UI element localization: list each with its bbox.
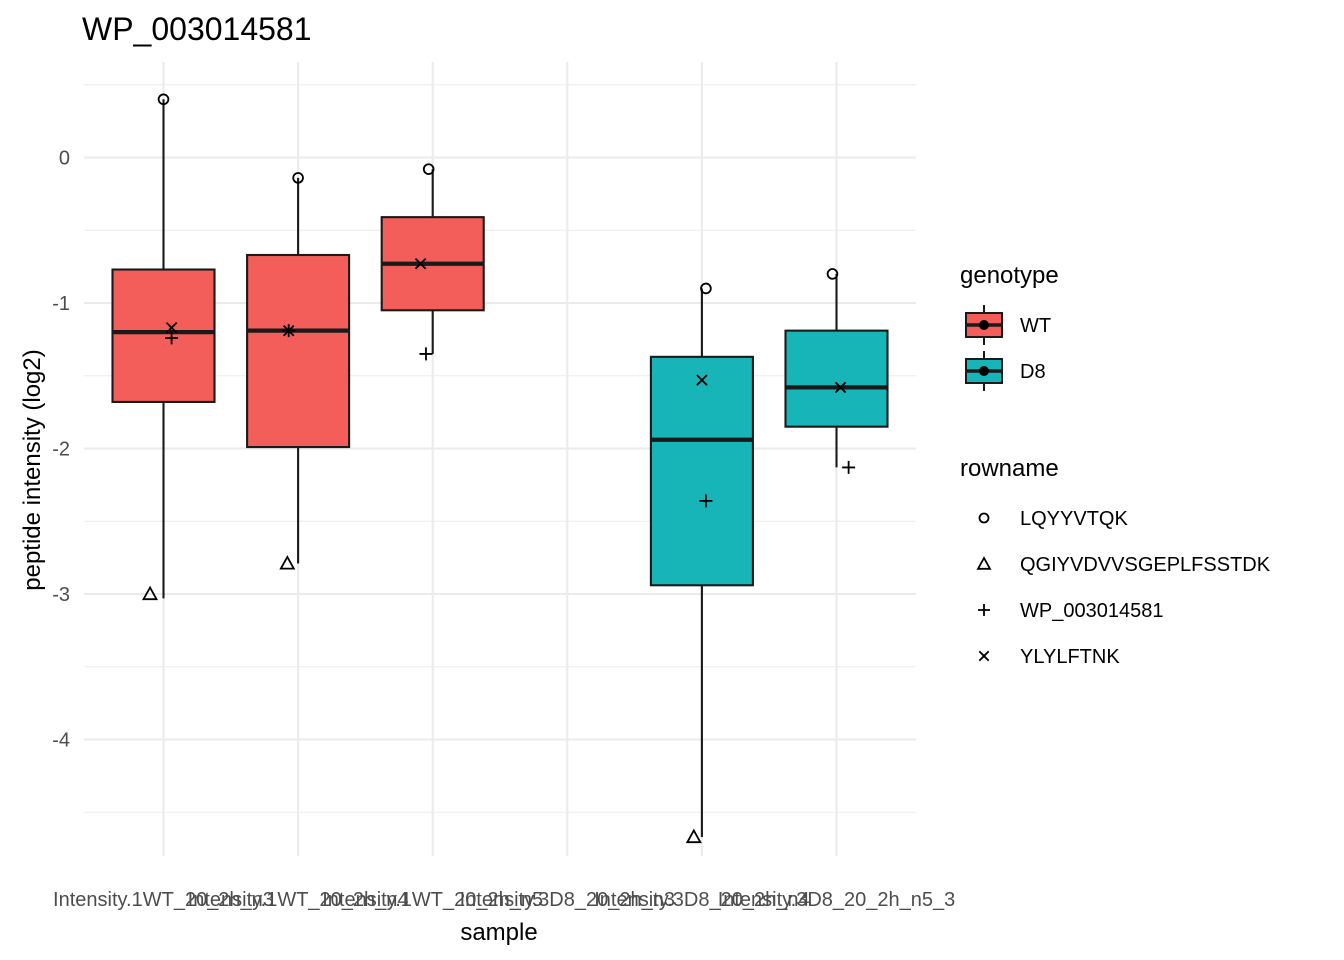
point-cross bbox=[978, 650, 990, 662]
point-triangle bbox=[685, 828, 702, 844]
point-circle bbox=[978, 512, 990, 524]
point-plus bbox=[699, 494, 713, 508]
point-triangle bbox=[142, 585, 159, 601]
axes: 0-1-2-3-4Intensity.1WT_20_2h_n3Intensity… bbox=[52, 148, 955, 912]
x-tick-label: Intensity.3D8_20_2h_n4 bbox=[594, 889, 809, 911]
legend-label: WP_003014581 bbox=[1020, 600, 1163, 622]
box-wt bbox=[380, 169, 485, 354]
point-plus bbox=[419, 347, 433, 361]
y-tick-label: -1 bbox=[52, 293, 70, 315]
x-axis-title: sample bbox=[460, 919, 537, 946]
legend-key-d8 bbox=[965, 351, 1003, 391]
legend-label: WT bbox=[1020, 315, 1051, 337]
point-circle bbox=[826, 268, 839, 280]
point-cross bbox=[282, 324, 295, 337]
point-circle bbox=[292, 172, 304, 184]
chart-title: WP_003014581 bbox=[82, 11, 312, 47]
legend-title-rowname: rowname bbox=[960, 455, 1059, 482]
x-tick-label: Intensity.1WT_20_2h_n3 bbox=[53, 889, 274, 911]
box-d8 bbox=[649, 288, 754, 837]
legend-label: D8 bbox=[1020, 361, 1046, 383]
point-cross bbox=[414, 258, 427, 270]
point-cross bbox=[834, 381, 847, 394]
point-circle bbox=[157, 93, 170, 106]
box-wt bbox=[246, 177, 351, 564]
box-wt bbox=[111, 99, 216, 599]
legend-label: QGIYVDVVSGEPLFSSTDK bbox=[1020, 554, 1271, 576]
point-triangle bbox=[976, 556, 992, 570]
y-tick-label: -2 bbox=[52, 439, 70, 461]
x-tick-label: Intensity.1WT_20_2h_n4 bbox=[188, 889, 409, 911]
y-tick-label: -3 bbox=[52, 584, 70, 606]
legend-dot bbox=[979, 320, 989, 330]
legend: genotype WT D8 rowname LQYYVTQK QGIYVDVVSGEPL… bbox=[960, 262, 1271, 668]
y-tick-label: 0 bbox=[59, 148, 70, 170]
point-cross bbox=[696, 374, 708, 386]
legend-label: YLYLFTNK bbox=[1020, 646, 1120, 668]
y-axis-title: peptide intensity (log2) bbox=[19, 349, 46, 590]
x-tick-label: Intensity.1WT_20_2h_n5 bbox=[322, 889, 543, 911]
point-triangle bbox=[279, 555, 296, 570]
grid bbox=[84, 62, 916, 856]
box-body bbox=[649, 355, 754, 587]
legend-dot bbox=[979, 366, 989, 376]
point-cross bbox=[165, 322, 178, 334]
boxes bbox=[111, 99, 889, 837]
points bbox=[142, 93, 856, 844]
box-d8 bbox=[784, 273, 889, 468]
y-tick-label: -4 bbox=[52, 730, 70, 752]
box-body bbox=[246, 253, 351, 449]
legend-title-genotype: genotype bbox=[960, 262, 1059, 289]
point-plus bbox=[978, 604, 990, 616]
x-tick-label: Intensity.3D8_20_2h_n5_3 bbox=[718, 889, 956, 911]
x-tick-label: Intensity.3D8_20_2h_n3 bbox=[460, 889, 675, 911]
legend-label: LQYYVTQK bbox=[1020, 508, 1128, 530]
point-plus bbox=[842, 460, 856, 474]
point-circle bbox=[700, 282, 712, 295]
point-plus bbox=[165, 331, 179, 345]
box-body bbox=[784, 329, 889, 428]
box-body bbox=[111, 268, 216, 403]
legend-key-wt bbox=[965, 305, 1003, 345]
point-circle bbox=[422, 163, 435, 175]
